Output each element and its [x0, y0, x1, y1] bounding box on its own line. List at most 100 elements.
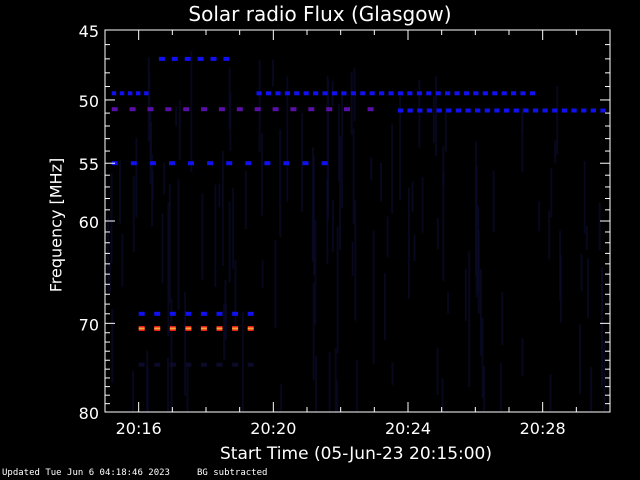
burst-dash — [436, 108, 442, 113]
noise-column — [132, 371, 134, 412]
noise-column — [167, 201, 170, 337]
burst-dash — [590, 108, 597, 113]
noise-column — [184, 291, 187, 396]
burst-dash — [185, 311, 192, 316]
burst-dash — [111, 107, 118, 112]
noise-column — [326, 75, 329, 213]
burst-dash — [473, 91, 479, 96]
noise-column — [150, 122, 152, 159]
burst-dash — [581, 108, 587, 113]
noise-column — [241, 312, 244, 412]
noise-column — [258, 60, 261, 153]
burst-dash — [513, 108, 519, 113]
burst-dash — [416, 91, 422, 96]
burst-dash — [379, 91, 385, 96]
noise-column — [550, 167, 553, 218]
burst-dash — [455, 108, 462, 113]
noise-column — [218, 183, 221, 208]
noise-column — [501, 292, 504, 346]
noise-column — [499, 362, 502, 412]
burst-dash — [417, 108, 423, 113]
burst-dash — [426, 91, 432, 96]
burst-dash — [571, 108, 577, 113]
noise-column — [301, 112, 304, 212]
noise-column — [161, 213, 164, 284]
burst-dash — [216, 362, 223, 367]
burst-dash — [138, 311, 145, 316]
burst-dash — [322, 91, 328, 96]
noise-column — [312, 156, 315, 275]
burst-dash — [154, 311, 161, 316]
burst-dash — [171, 56, 178, 61]
noise-column — [146, 366, 149, 412]
burst-dash — [138, 362, 145, 367]
burst-dash — [600, 108, 606, 113]
noise-column — [380, 163, 382, 202]
noise-column — [441, 378, 444, 412]
noise-column — [341, 92, 344, 208]
noise-column — [331, 200, 334, 252]
noise-column — [244, 170, 247, 230]
burst-dash — [331, 91, 338, 96]
burst-dash — [165, 107, 172, 112]
burst-dash — [482, 91, 488, 96]
burst-dash-core — [247, 327, 254, 330]
burst-dash — [542, 108, 548, 113]
noise-column — [228, 201, 231, 283]
noise-column — [383, 273, 386, 341]
burst-dash — [529, 91, 536, 96]
burst-dash — [147, 107, 154, 112]
noise-column — [444, 107, 447, 152]
noise-column — [339, 136, 341, 250]
noise-column — [442, 172, 445, 281]
noise-column — [111, 308, 114, 383]
burst-dash — [236, 107, 243, 112]
burst-dash — [256, 91, 262, 96]
noise-column — [286, 76, 289, 203]
burst-dash — [169, 161, 175, 166]
burst-dash — [369, 91, 375, 96]
noise-column — [314, 220, 317, 325]
burst-dash — [303, 91, 309, 96]
noise-column — [483, 366, 486, 412]
noise-column — [538, 200, 541, 232]
noise-column — [350, 71, 353, 135]
burst-dash-core — [200, 327, 207, 330]
burst-dash — [426, 108, 433, 113]
noise-column — [272, 59, 274, 87]
x-tick-label: 20:28 — [520, 419, 566, 438]
noise-column — [559, 254, 562, 323]
burst-dash — [290, 107, 297, 112]
noise-column — [521, 111, 524, 173]
noise-column — [107, 216, 110, 292]
x-tick-label: 20:20 — [250, 419, 296, 438]
burst-dash — [313, 91, 319, 96]
noise-column — [177, 179, 180, 310]
burst-dash — [201, 107, 208, 112]
noise-column — [334, 348, 337, 412]
noise-column — [337, 103, 340, 182]
burst-dash — [149, 161, 156, 166]
burst-dash — [169, 362, 176, 367]
noise-column — [221, 151, 224, 267]
noise-column — [326, 179, 329, 264]
x-tick-label: 20:16 — [116, 419, 162, 438]
noise-column — [151, 170, 154, 201]
burst-dash-core — [154, 327, 161, 330]
noise-column — [201, 193, 204, 280]
noise-column — [163, 162, 166, 195]
noise-column — [436, 218, 439, 250]
y-tick-label: 80 — [79, 404, 99, 423]
burst-dash — [254, 107, 261, 112]
noise-column — [435, 76, 438, 156]
noise-column — [391, 123, 394, 215]
noise-column — [132, 176, 135, 253]
burst-dash — [475, 108, 481, 113]
burst-dash — [216, 311, 223, 316]
spectrogram-cells — [107, 51, 606, 412]
noise-column — [586, 258, 589, 319]
noise-column — [261, 133, 264, 216]
noise-column — [108, 261, 111, 294]
burst-dash — [341, 91, 347, 96]
burst-layer — [111, 56, 606, 367]
